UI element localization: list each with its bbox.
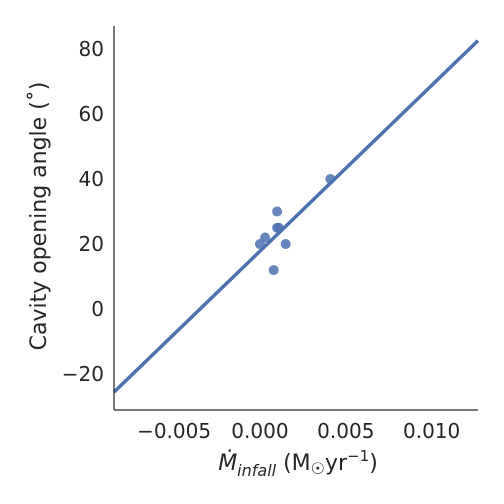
y-tick-label: 0	[91, 297, 104, 321]
x-tick-label: 0.005	[317, 419, 374, 443]
x-axis-label-subscript: infall	[237, 461, 276, 480]
x-tick-labels: −0.005 0.000 0.005 0.010	[137, 419, 460, 443]
x-axis-label-unit-prefix: (M	[276, 451, 311, 476]
x-axis-label-unit-suffix: )	[369, 451, 378, 476]
scatter-point	[268, 265, 279, 276]
scatter-point	[272, 206, 283, 217]
x-tick-label: −0.005	[137, 419, 211, 443]
regression-line	[112, 39, 480, 394]
y-tick-label: 20	[79, 232, 104, 256]
y-tick-label: 40	[79, 167, 104, 191]
scatter-point	[325, 173, 336, 184]
x-axis-label-unit-sun: ☉	[311, 459, 325, 478]
y-tick-label: 60	[79, 102, 104, 126]
x-axis-label-unit-exp: −1	[347, 447, 369, 465]
x-tick-label: 0.010	[403, 419, 460, 443]
scatter-point	[260, 232, 271, 243]
y-tick-labels: −20 0 20 40 60 80	[62, 37, 104, 386]
scatter-point	[280, 239, 291, 250]
y-axis-label: Cavity opening angle (˚)	[27, 82, 52, 351]
points-layer	[254, 173, 336, 276]
x-axis-label-main: Ṁ	[218, 450, 237, 476]
y-tick-label: −20	[62, 362, 104, 386]
x-axis-label: Ṁinfall (M☉yr−1)	[218, 447, 378, 480]
y-tick-label: 80	[79, 37, 104, 61]
x-axis-label-unit-mid: yr	[325, 451, 348, 476]
fit-line-layer	[112, 39, 480, 394]
x-tick-label: 0.000	[231, 419, 288, 443]
scatter-point	[273, 222, 284, 233]
